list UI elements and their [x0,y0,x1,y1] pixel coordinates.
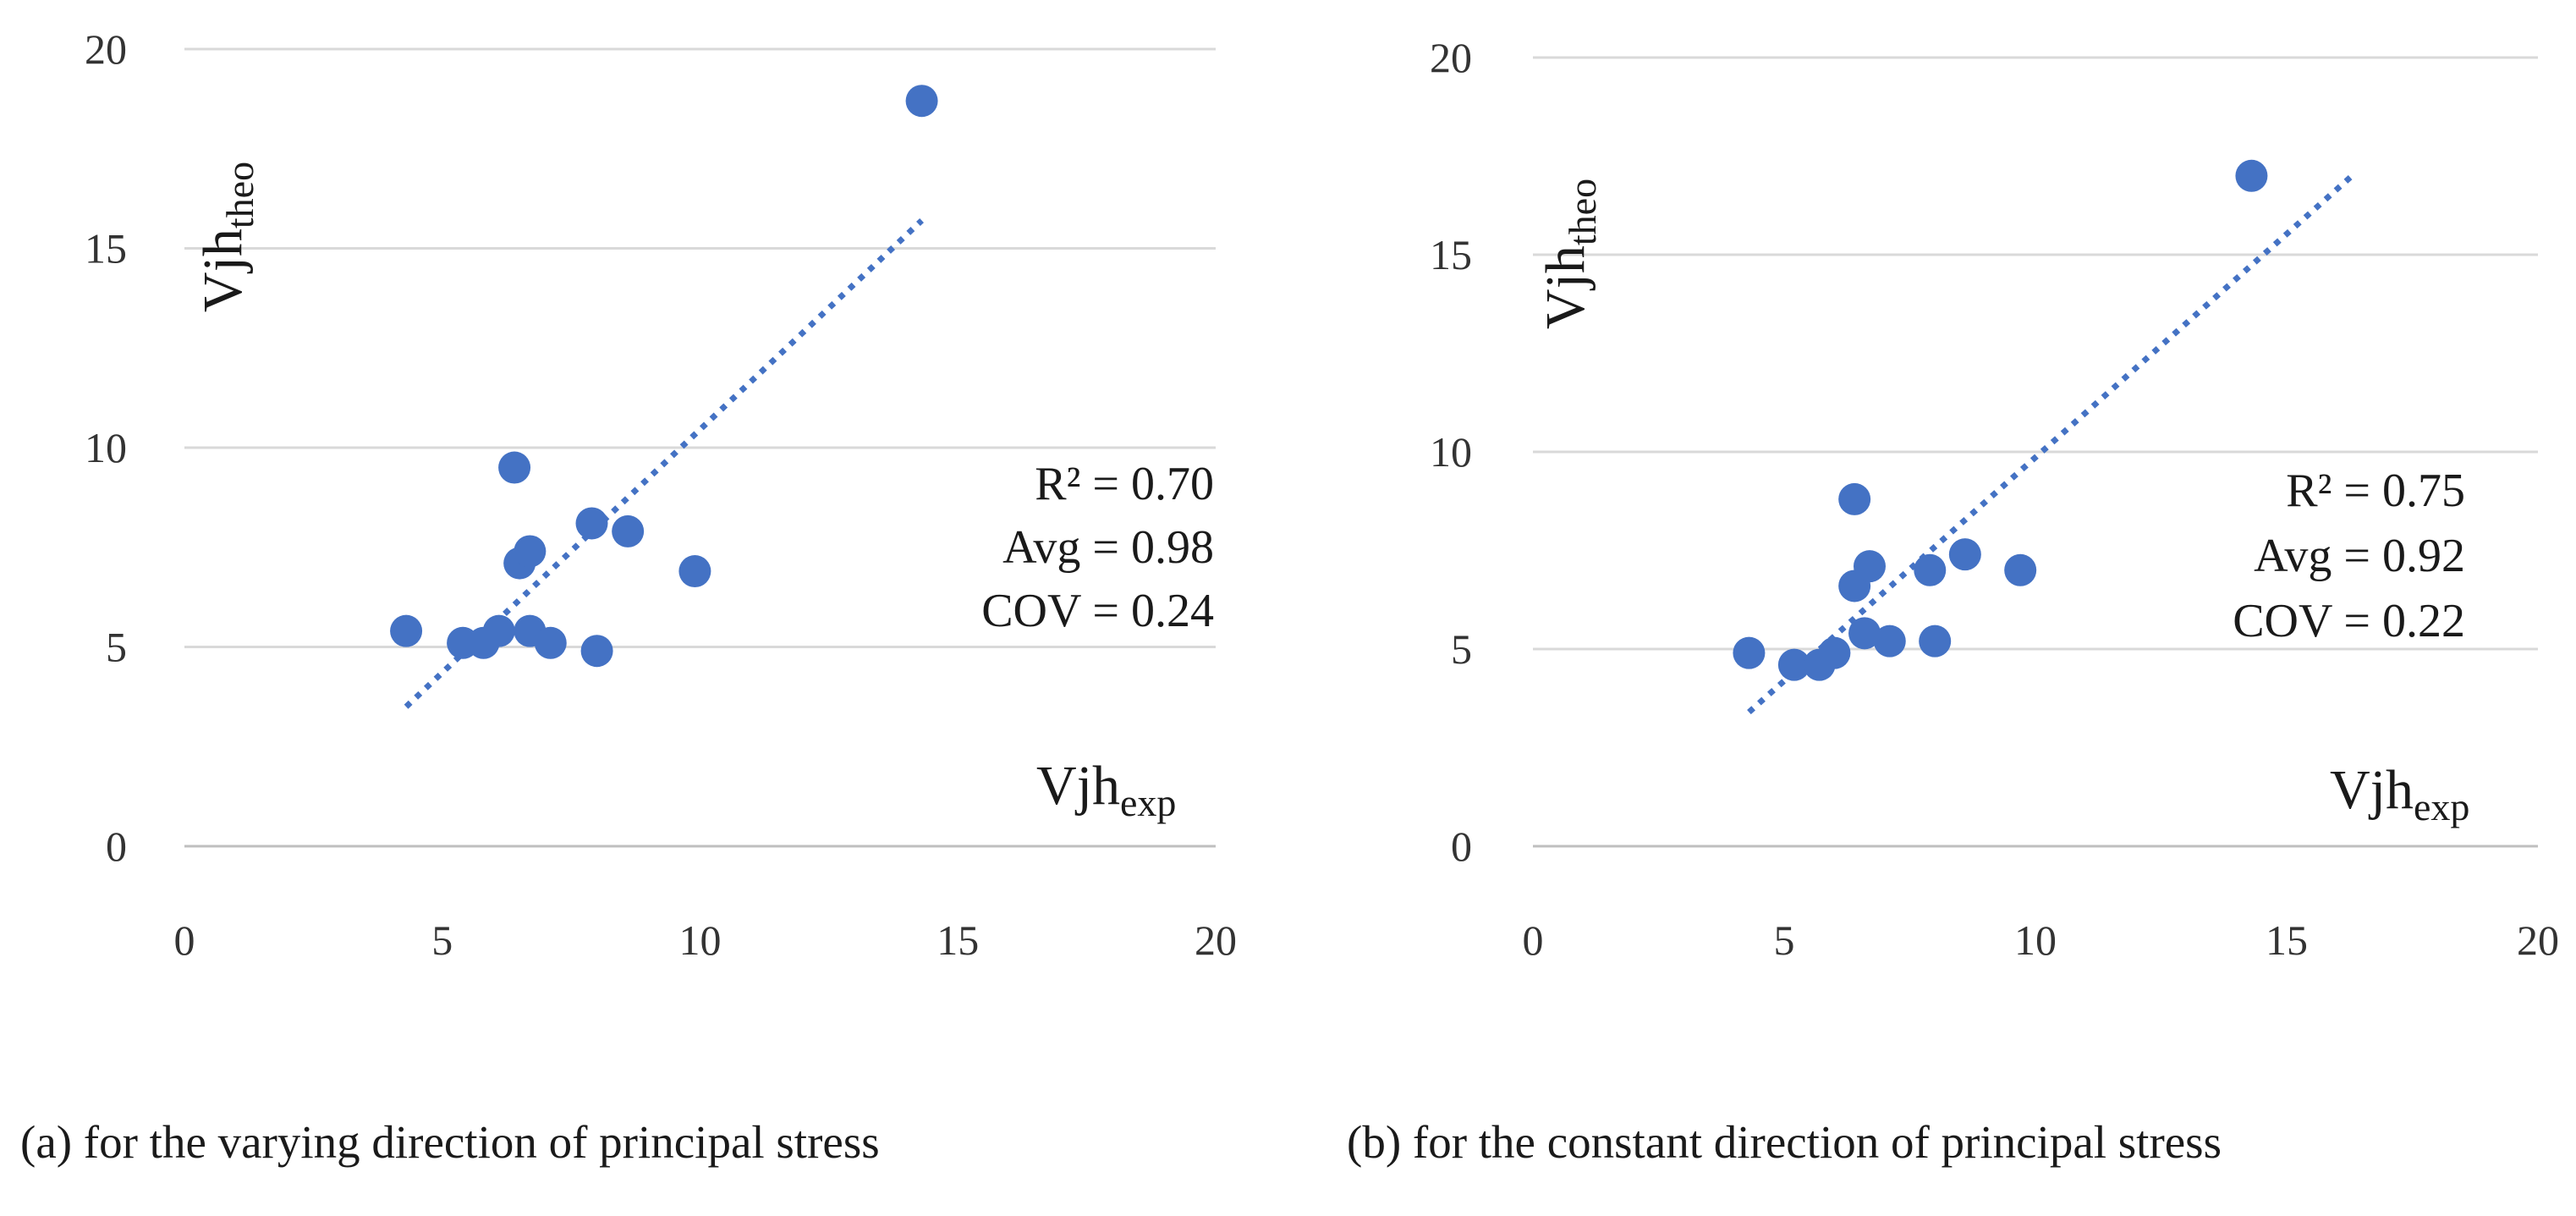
y-tick-label-a-3: 15 [85,225,127,272]
y-tick-label-a-0: 0 [106,823,127,870]
x-axis-label-a: Vjhexp [1036,755,1176,824]
y-tick-label-a-2: 10 [85,424,127,471]
y-tick-label-b-2: 10 [1430,428,1472,476]
x-axis-label-b: Vjhexp [2330,759,2469,828]
caption-a: (a) for the varying direction of princip… [20,1116,880,1168]
chart-panel-b: 0 5 10 15 20 0 5 10 15 20 Vjhtheo Vjhexp R² = 0.75 Av… [1288,0,2576,1216]
data-point-a-10 [580,635,613,668]
x-tick-label-a-4: 20 [1195,916,1237,964]
annotation-avg-a: Avg = 0.98 [1002,521,1214,574]
data-point-b-10 [1919,625,1952,658]
y-axis-label-b: Vjhtheo [1535,179,1604,329]
scatter-plot-a: 0 5 10 15 20 0 5 10 15 20 Vjhtheo Vjhexp R² = 0.70 Av… [85,25,1237,964]
y-tick-label-b-4: 20 [1430,34,1472,81]
data-point-b-3 [1818,636,1851,669]
data-point-a-12 [678,555,711,588]
data-point-b-1 [1777,648,1810,681]
data-point-a-9 [575,507,608,540]
data-point-a-8 [534,626,567,659]
x-tick-label-a-1: 5 [431,916,453,964]
y-tick-label-a-1: 5 [106,624,127,671]
x-tick-label-b-3: 15 [2266,916,2308,964]
annotation-cov-a: COV = 0.24 [981,585,1214,637]
caption-b: (b) for the constant direction of princi… [1347,1116,2222,1168]
annotation-r2-a: R² = 0.70 [1035,458,1214,510]
x-tick-label-b-1: 5 [1774,916,1795,964]
trendline-a [404,217,924,709]
data-point-a-0 [390,614,423,647]
data-point-a-3 [482,614,515,647]
annotation-avg-b: Avg = 0.92 [2254,530,2465,582]
scatter-plot-b: 0 5 10 15 20 0 5 10 15 20 Vjhtheo Vjhexp R² = 0.75 Av… [1430,34,2559,964]
y-tick-label-b-0: 0 [1451,823,1472,870]
x-tick-label-a-2: 10 [679,916,722,964]
data-point-a-6 [514,535,547,568]
data-point-b-8 [1873,625,1906,658]
data-point-b-12 [2004,553,2037,586]
data-point-b-6 [1848,617,1881,650]
x-tick-label-a-3: 15 [936,916,979,964]
data-point-b-7 [1853,550,1886,583]
x-tick-label-b-4: 20 [2517,916,2559,964]
y-tick-label-b-1: 5 [1451,625,1472,673]
x-tick-label-a-0: 0 [174,916,195,964]
annotation-cov-b: COV = 0.22 [2233,595,2465,647]
data-point-b-4 [1838,482,1871,515]
data-point-b-9 [1914,553,1947,586]
data-point-b-11 [1948,538,1981,571]
y-tick-label-b-3: 15 [1430,231,1472,278]
data-point-a-11 [612,514,645,547]
data-point-a-4 [498,451,531,484]
data-point-a-13 [905,85,938,118]
annotation-r2-b: R² = 0.75 [2286,465,2465,517]
data-point-b-0 [1733,636,1766,669]
y-tick-label-a-4: 20 [85,25,127,73]
data-point-b-13 [2235,159,2268,192]
y-axis-label-a: Vjhtheo [192,162,261,312]
x-tick-label-b-0: 0 [1523,916,1544,964]
x-tick-label-b-2: 10 [2014,916,2057,964]
chart-panel-a: 0 5 10 15 20 0 5 10 15 20 Vjhtheo Vjhexp R² = 0.70 Av… [20,25,1237,1168]
